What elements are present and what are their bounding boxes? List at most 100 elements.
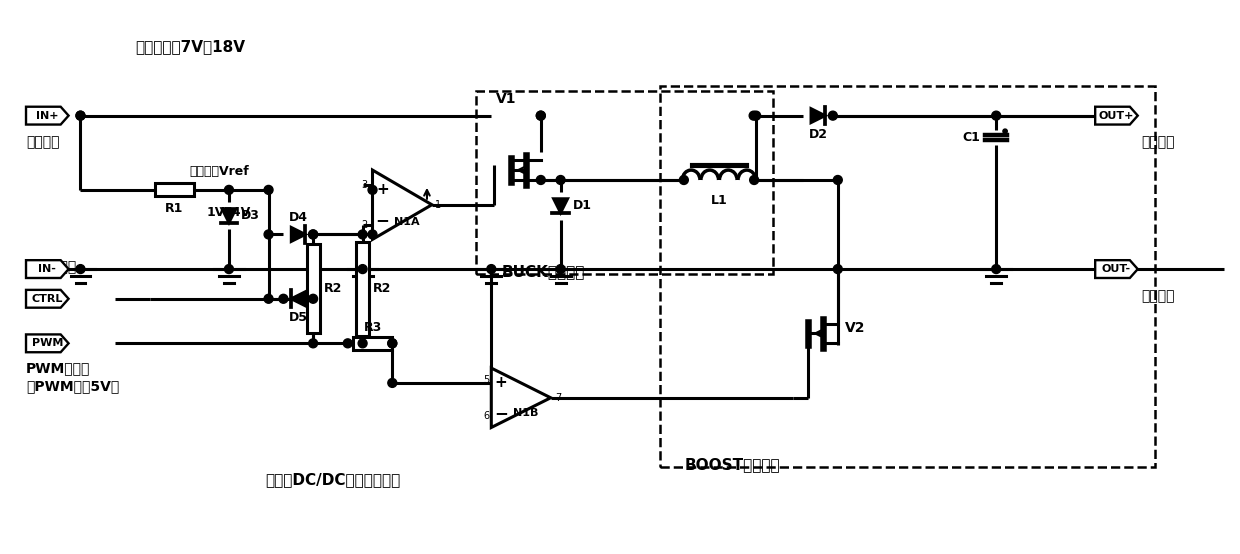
Circle shape <box>833 265 842 274</box>
Text: D2: D2 <box>808 127 827 141</box>
Text: BUCK降压电路: BUCK降压电路 <box>501 264 584 279</box>
Text: 5: 5 <box>484 375 490 385</box>
Circle shape <box>557 176 565 184</box>
Polygon shape <box>222 209 236 223</box>
Text: 1: 1 <box>435 200 441 210</box>
Circle shape <box>680 176 688 184</box>
Text: R2: R2 <box>373 283 392 295</box>
Text: 6: 6 <box>484 411 490 420</box>
Bar <box>660 86 1154 467</box>
Text: V1: V1 <box>496 92 516 106</box>
Polygon shape <box>1095 107 1138 125</box>
Circle shape <box>76 111 84 120</box>
Circle shape <box>537 111 546 120</box>
Polygon shape <box>491 368 551 428</box>
Text: D1: D1 <box>573 199 591 212</box>
Text: N1A: N1A <box>394 217 420 227</box>
Circle shape <box>76 265 84 274</box>
Text: C1: C1 <box>962 131 981 144</box>
Text: OUT-: OUT- <box>1102 264 1131 274</box>
Circle shape <box>388 339 397 348</box>
Circle shape <box>343 339 352 348</box>
Polygon shape <box>554 199 568 213</box>
Text: 7: 7 <box>556 393 562 403</box>
Text: L1: L1 <box>711 194 728 207</box>
Text: 输入负极: 输入负极 <box>26 289 60 303</box>
Circle shape <box>264 230 273 239</box>
Circle shape <box>557 265 565 274</box>
Text: R3: R3 <box>363 321 382 334</box>
Text: N1B: N1B <box>513 408 538 418</box>
Circle shape <box>224 186 233 194</box>
Circle shape <box>1003 129 1007 134</box>
Text: 2: 2 <box>362 219 368 229</box>
Circle shape <box>76 111 84 120</box>
Text: 输出正极: 输出正极 <box>1141 135 1174 150</box>
Bar <box>476 91 774 274</box>
Text: 升降压控制端: 升降压控制端 <box>26 260 77 274</box>
Circle shape <box>279 294 288 303</box>
Text: R1: R1 <box>165 202 184 216</box>
Text: PWM控制端: PWM控制端 <box>26 361 91 375</box>
Text: V2: V2 <box>844 321 866 336</box>
Circle shape <box>833 176 842 184</box>
Circle shape <box>537 111 546 120</box>
Circle shape <box>992 265 1001 274</box>
Circle shape <box>309 294 317 303</box>
Polygon shape <box>26 335 68 352</box>
Circle shape <box>358 230 367 239</box>
Polygon shape <box>26 260 68 278</box>
Polygon shape <box>291 292 305 306</box>
Circle shape <box>309 339 317 348</box>
Circle shape <box>388 378 397 387</box>
Bar <box>306 244 320 334</box>
Circle shape <box>750 176 759 184</box>
Polygon shape <box>26 290 68 307</box>
Circle shape <box>828 111 837 120</box>
Polygon shape <box>1095 260 1138 278</box>
Circle shape <box>487 265 496 274</box>
Text: 3: 3 <box>362 180 367 190</box>
Text: 输入正极: 输入正极 <box>26 135 60 150</box>
Circle shape <box>751 111 760 120</box>
Polygon shape <box>811 109 825 122</box>
Text: 1V～4V: 1V～4V <box>207 206 250 219</box>
Circle shape <box>992 111 1001 120</box>
Text: D3: D3 <box>241 209 259 222</box>
Circle shape <box>224 265 233 274</box>
Text: IN-: IN- <box>38 264 56 274</box>
Circle shape <box>264 186 273 194</box>
Text: CTRL: CTRL <box>31 294 63 304</box>
Text: 输出负极: 输出负极 <box>1141 289 1174 303</box>
Text: +: + <box>376 182 389 197</box>
Text: 输入电压：7V～18V: 输入电压：7V～18V <box>135 39 246 54</box>
Circle shape <box>388 339 397 348</box>
Bar <box>352 337 392 350</box>
Polygon shape <box>372 170 432 239</box>
Circle shape <box>264 294 273 303</box>
Text: −: − <box>376 211 389 229</box>
Text: R2: R2 <box>324 283 342 295</box>
Text: IN+: IN+ <box>36 111 58 121</box>
Bar <box>155 183 195 196</box>
Circle shape <box>358 265 367 274</box>
Text: 参考电压Vref: 参考电压Vref <box>190 165 249 178</box>
Circle shape <box>358 339 367 348</box>
Polygon shape <box>26 107 68 125</box>
Polygon shape <box>291 228 305 242</box>
Text: −: − <box>495 404 508 422</box>
Text: +: + <box>495 376 507 391</box>
Text: PWM: PWM <box>31 338 63 348</box>
Circle shape <box>309 230 317 239</box>
Text: D5: D5 <box>289 311 308 324</box>
Circle shape <box>309 230 317 239</box>
Text: （PWM幅值5V）: （PWM幅值5V） <box>26 379 119 393</box>
Circle shape <box>368 230 377 239</box>
Text: OUT+: OUT+ <box>1099 111 1135 121</box>
Text: D4: D4 <box>289 211 308 224</box>
Circle shape <box>749 111 758 120</box>
Text: 升降压DC/DC转换控制电路: 升降压DC/DC转换控制电路 <box>265 472 401 487</box>
Text: BOOST升压电路: BOOST升压电路 <box>684 457 780 472</box>
Circle shape <box>537 176 546 184</box>
Bar <box>356 242 370 336</box>
